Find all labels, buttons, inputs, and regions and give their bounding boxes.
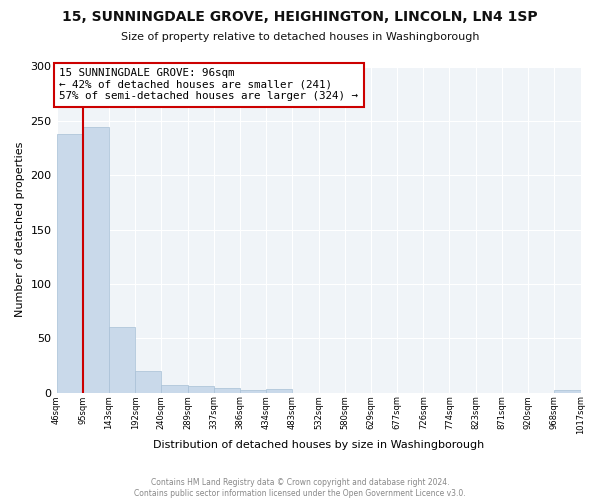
Text: 15 SUNNINGDALE GROVE: 96sqm
← 42% of detached houses are smaller (241)
57% of se: 15 SUNNINGDALE GROVE: 96sqm ← 42% of det… xyxy=(59,68,358,102)
Bar xyxy=(188,386,214,392)
Bar xyxy=(83,128,109,392)
Bar xyxy=(109,328,136,392)
Y-axis label: Number of detached properties: Number of detached properties xyxy=(15,142,25,318)
Bar xyxy=(266,390,292,392)
Bar xyxy=(161,385,188,392)
Bar xyxy=(240,390,266,392)
Text: 15, SUNNINGDALE GROVE, HEIGHINGTON, LINCOLN, LN4 1SP: 15, SUNNINGDALE GROVE, HEIGHINGTON, LINC… xyxy=(62,10,538,24)
Text: Contains HM Land Registry data © Crown copyright and database right 2024.
Contai: Contains HM Land Registry data © Crown c… xyxy=(134,478,466,498)
Bar xyxy=(56,134,83,392)
Bar xyxy=(214,388,240,392)
Bar xyxy=(136,371,161,392)
X-axis label: Distribution of detached houses by size in Washingborough: Distribution of detached houses by size … xyxy=(153,440,484,450)
Text: Size of property relative to detached houses in Washingborough: Size of property relative to detached ho… xyxy=(121,32,479,42)
Bar xyxy=(554,390,581,392)
